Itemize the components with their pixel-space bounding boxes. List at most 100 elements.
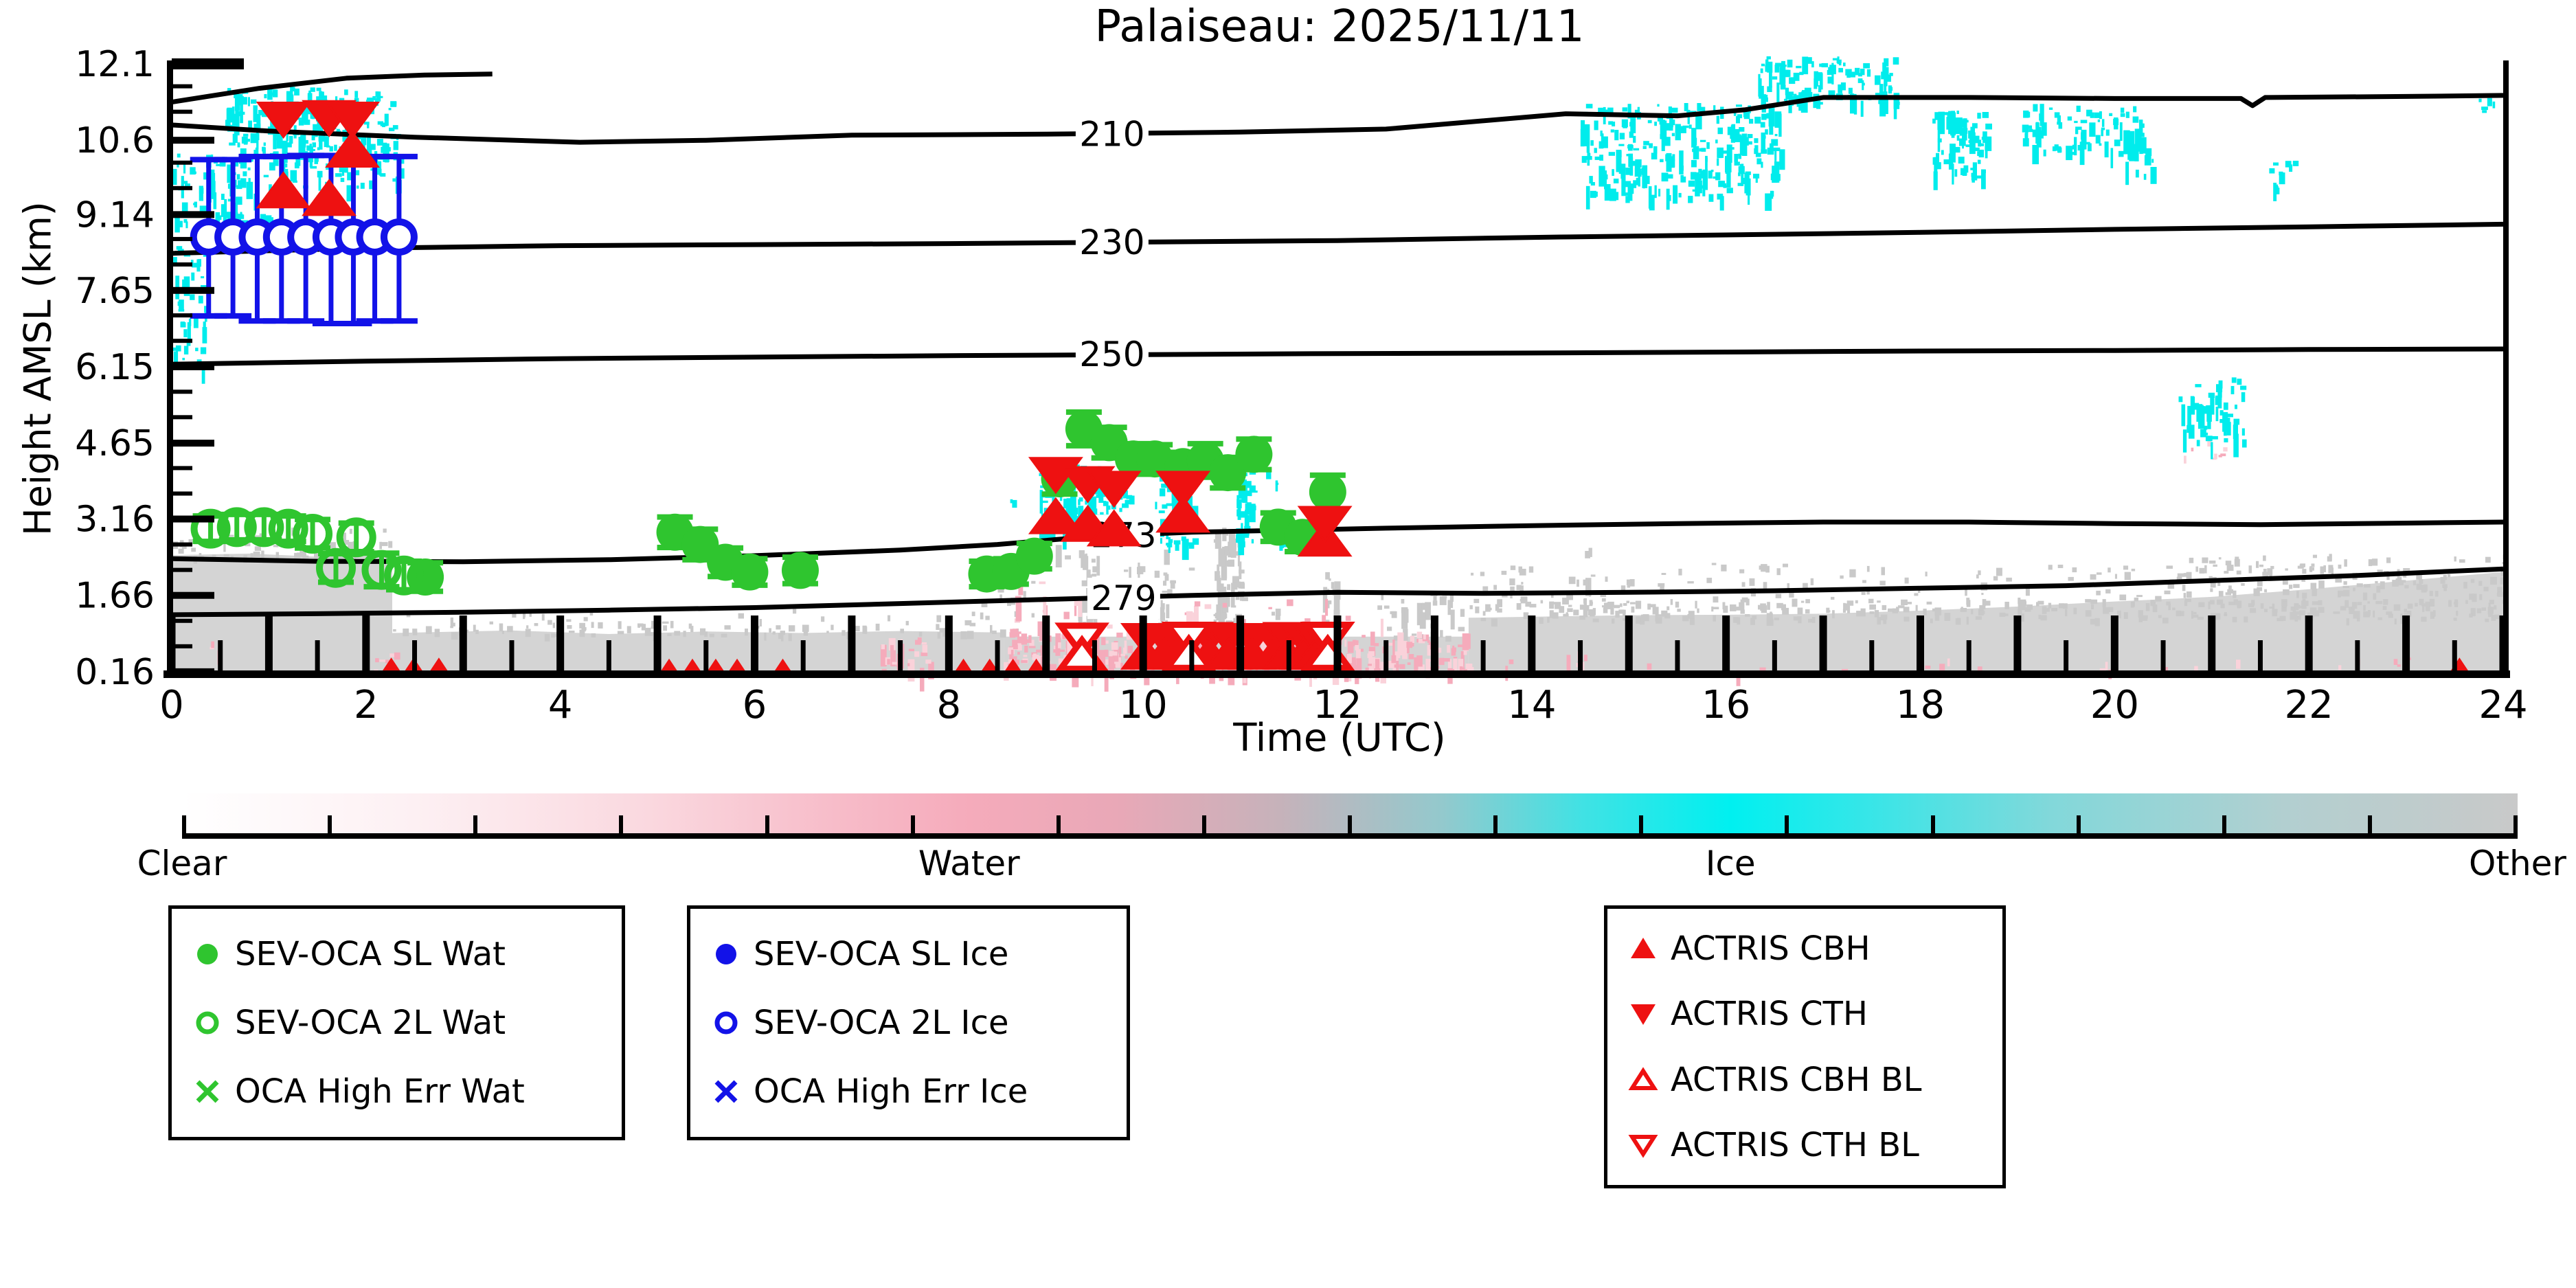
raster-dot	[1416, 655, 1423, 667]
raster-dot	[1682, 125, 1689, 128]
raster-dot	[1761, 63, 1765, 67]
raster-dot	[1886, 74, 1891, 82]
raster-dot	[298, 120, 304, 126]
raster-dot	[1737, 183, 1743, 186]
raster-dot	[1354, 640, 1359, 645]
raster-dot	[2470, 578, 2475, 583]
raster-dot	[1660, 584, 1664, 591]
raster-dot	[1626, 579, 1632, 585]
raster-dot	[1039, 490, 1043, 514]
raster-dot	[1425, 602, 1431, 620]
raster-dot	[1585, 140, 1590, 146]
raster-dot	[1275, 609, 1281, 616]
raster-dot	[745, 629, 748, 636]
raster-dot	[2151, 601, 2156, 606]
raster-dot	[1828, 76, 1832, 84]
raster-dot	[173, 257, 177, 264]
raster-dot	[1633, 135, 1636, 143]
raster-dot	[2101, 119, 2105, 127]
raster-dot	[1678, 568, 1682, 576]
raster-dot	[738, 613, 744, 619]
raster-dot	[2448, 600, 2452, 607]
raster-dot	[644, 627, 651, 636]
raster-dot	[1605, 576, 1608, 582]
raster-dot	[1373, 643, 1379, 646]
raster-dot	[243, 133, 249, 137]
raster-dot	[379, 541, 382, 550]
raster-dot	[1160, 600, 1163, 604]
raster-dot	[1604, 185, 1611, 201]
raster-dot	[2220, 603, 2225, 609]
raster-dot	[1618, 144, 1625, 146]
raster-dot	[1502, 594, 1508, 598]
raster-dot	[2094, 618, 2100, 626]
raster-dot	[1794, 93, 1797, 100]
raster-dot	[1689, 618, 1695, 625]
raster-dot	[2454, 599, 2459, 607]
raster-dot	[1874, 610, 1879, 618]
raster-dot	[1654, 185, 1657, 199]
raster-dot	[1367, 664, 1372, 666]
legend-item: ACTRIS CTH BL	[1627, 1113, 2002, 1179]
raster-dot	[583, 617, 588, 622]
raster-dot	[1832, 58, 1838, 60]
raster-dot	[2176, 576, 2182, 580]
raster-dot	[1886, 67, 1888, 73]
raster-dot	[2447, 574, 2451, 578]
raster-dot	[1647, 603, 1651, 610]
raster-dot	[2018, 609, 2022, 617]
raster-dot	[2343, 581, 2347, 585]
raster-dot	[1594, 156, 1601, 160]
raster-dot	[361, 137, 367, 146]
sev-oca-sl-wat-point	[1309, 473, 1346, 511]
raster-dot	[1863, 63, 1870, 69]
raster-dot	[1594, 120, 1598, 131]
raster-dot	[366, 134, 371, 151]
raster-dot	[1764, 94, 1768, 98]
y-minor-tick	[172, 389, 192, 394]
raster-dot	[1425, 659, 1430, 679]
raster-dot	[2440, 576, 2445, 584]
raster-dot	[1345, 615, 1351, 621]
raster-dot	[2108, 607, 2114, 612]
raster-dot	[1629, 579, 1635, 587]
raster-dot	[1241, 597, 1248, 602]
raster-dot	[172, 347, 178, 351]
raster-dot	[1023, 655, 1028, 657]
raster-dot	[721, 633, 727, 637]
raster-dot	[1713, 607, 1719, 609]
raster-dot	[1875, 93, 1882, 97]
raster-dot	[1068, 515, 1075, 520]
raster-dot	[256, 114, 261, 128]
raster-dot	[2351, 602, 2358, 609]
raster-dot	[1370, 631, 1375, 646]
raster-dot	[1636, 616, 1641, 624]
raster-dot	[2090, 618, 2097, 625]
raster-dot	[2490, 607, 2494, 614]
raster-dot	[2072, 144, 2075, 150]
raster-dot	[1012, 499, 1017, 508]
raster-dot	[1118, 646, 1122, 660]
raster-dot	[363, 122, 370, 125]
raster-dot	[1671, 133, 1675, 137]
raster-dot	[1592, 618, 1599, 622]
raster-dot	[392, 125, 398, 130]
legend-item-label: OCA High Err Wat	[235, 1072, 525, 1111]
raster-dot	[2312, 601, 2319, 605]
raster-dot	[1727, 126, 1732, 135]
raster-dot	[1840, 82, 1846, 91]
raster-dot	[2223, 447, 2228, 452]
raster-dot	[1083, 598, 1088, 605]
raster-dot	[1487, 607, 1492, 611]
raster-dot	[1761, 132, 1765, 152]
y-minor-tick	[172, 491, 192, 496]
raster-dot	[1125, 655, 1128, 659]
raster-dot	[1167, 589, 1173, 597]
colorbar-tick	[473, 815, 478, 833]
raster-dot	[1819, 63, 1822, 67]
raster-dot	[2340, 606, 2347, 611]
raster-dot	[1137, 567, 1144, 574]
raster-dot	[2383, 599, 2388, 605]
raster-dot	[2297, 565, 2304, 569]
raster-dot	[1785, 87, 1789, 95]
